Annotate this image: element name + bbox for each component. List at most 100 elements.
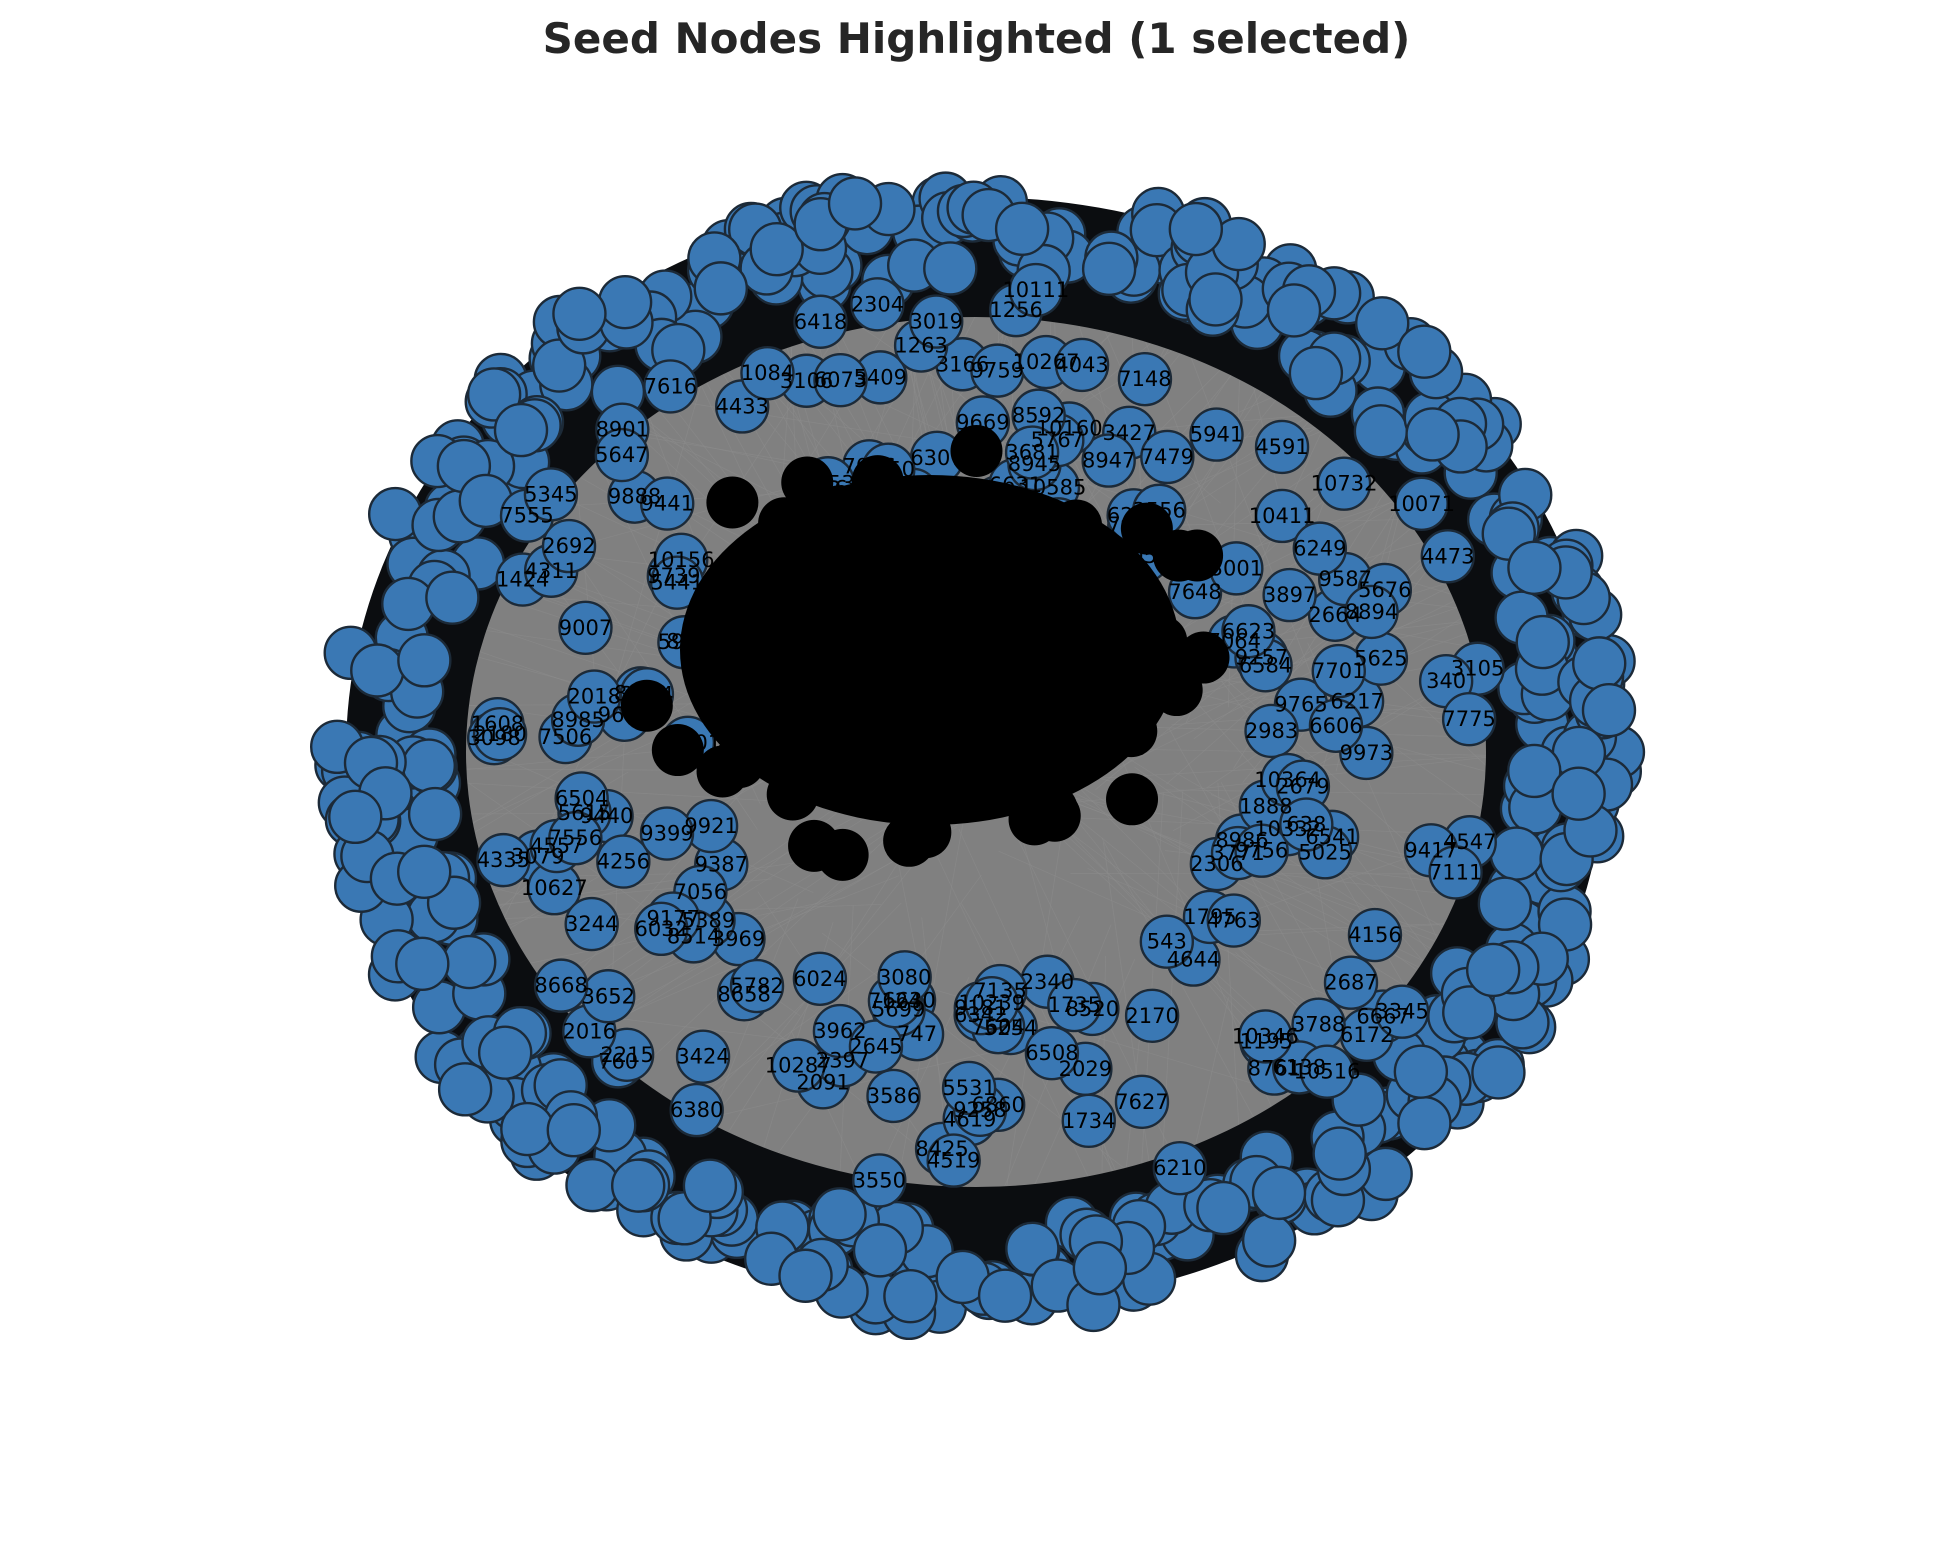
node [1266, 283, 1322, 338]
node-label: 8894 [1345, 600, 1398, 624]
node-label: 4763 [1207, 909, 1260, 933]
node-label: 9177 [646, 907, 699, 931]
node-label: 9181 [954, 996, 1007, 1020]
core-node [847, 641, 900, 694]
node [1551, 766, 1606, 821]
node-label: 2983 [1245, 719, 1298, 743]
node [1047, 977, 1102, 1033]
node [923, 241, 978, 296]
node-label: 8901 [596, 418, 649, 442]
node-label: 9765 [1274, 693, 1327, 717]
node-label: 3788 [1292, 1013, 1345, 1037]
node [552, 286, 607, 341]
node-label: 9440 [580, 804, 633, 828]
node [1139, 914, 1195, 969]
node-label: 7775 [1442, 707, 1495, 731]
edge [1082, 787, 1436, 1006]
node [1189, 407, 1244, 462]
node [442, 934, 497, 990]
node-label: 8947 [1082, 449, 1135, 473]
node [877, 950, 932, 1005]
node-label: 10239 [958, 991, 1025, 1015]
node [1355, 296, 1410, 351]
node-label: 1795 [1183, 905, 1236, 929]
node [1507, 743, 1562, 799]
node-label: 9921 [684, 814, 737, 838]
node-label: 5625 [1354, 647, 1407, 671]
node [1316, 456, 1372, 511]
node-label: 5782 [730, 974, 783, 998]
node [1477, 876, 1533, 931]
node [558, 600, 613, 655]
node-label: 2692 [542, 534, 595, 558]
node-label: 7648 [1168, 580, 1221, 604]
node [397, 633, 452, 688]
node [523, 467, 579, 522]
node-label: 4547 [1443, 830, 1496, 854]
node-label: 3962 [813, 1019, 866, 1043]
node [597, 274, 653, 330]
node-label: 4519 [927, 1149, 980, 1173]
node-label: 6073 [814, 368, 867, 392]
core-node [711, 658, 764, 711]
edge [1165, 789, 1510, 796]
node-label: 7556 [549, 826, 602, 850]
node [1262, 567, 1317, 623]
node [1397, 324, 1452, 379]
node-label: 6249 [1293, 537, 1346, 561]
core-node [844, 754, 897, 807]
node-label: 9387 [695, 852, 748, 876]
node-label: 10071 [1388, 492, 1455, 516]
node [328, 789, 383, 845]
node [675, 1029, 731, 1084]
node [395, 936, 450, 992]
node [1241, 1213, 1297, 1268]
node-label: 4335 [477, 848, 530, 872]
node [596, 834, 651, 889]
node [770, 1038, 826, 1093]
node-label: 2397 [816, 1049, 869, 1073]
core-node [998, 729, 1051, 782]
node-label: 9441 [641, 492, 694, 516]
node-label: 9888 [608, 485, 661, 509]
node-label: 5647 [595, 443, 648, 467]
node-label: 3897 [1263, 583, 1316, 607]
node [813, 352, 868, 408]
node-label: 5409 [854, 365, 907, 389]
node-label: 6504 [555, 786, 608, 810]
node-label: 9759 [971, 359, 1024, 383]
core-node [950, 424, 1003, 477]
node-label: 2664 [1308, 603, 1361, 627]
node [437, 1062, 493, 1117]
node-label: 6342 [954, 1003, 1007, 1027]
node [1206, 893, 1261, 948]
node [1221, 604, 1276, 659]
node [852, 1153, 907, 1208]
node [1299, 1044, 1355, 1099]
node-label: 543 [1147, 930, 1187, 954]
core-node [1016, 605, 1069, 658]
node-label: 9258 [953, 1098, 1006, 1122]
node-label: 8592 [1012, 404, 1065, 428]
core-node [905, 623, 958, 676]
node-label: 1608 [471, 712, 524, 736]
node-label: 6032 [635, 917, 688, 941]
node [1152, 1140, 1208, 1196]
core-node [781, 456, 834, 509]
node [1117, 351, 1173, 407]
node-label: 6860 [971, 1093, 1024, 1117]
node-label: 2304 [851, 292, 904, 316]
node [1292, 521, 1348, 576]
node [1168, 201, 1224, 257]
node-label: 4256 [597, 850, 650, 874]
node-label: 4591 [1255, 435, 1308, 459]
node [1581, 683, 1637, 738]
node-label: 8986 [1215, 828, 1268, 852]
node [682, 1158, 738, 1213]
core-node [928, 708, 981, 761]
node [1312, 1126, 1367, 1181]
core-node [1105, 705, 1158, 758]
node-label: 7111 [1429, 860, 1482, 884]
node-label: 638 [1286, 813, 1326, 837]
